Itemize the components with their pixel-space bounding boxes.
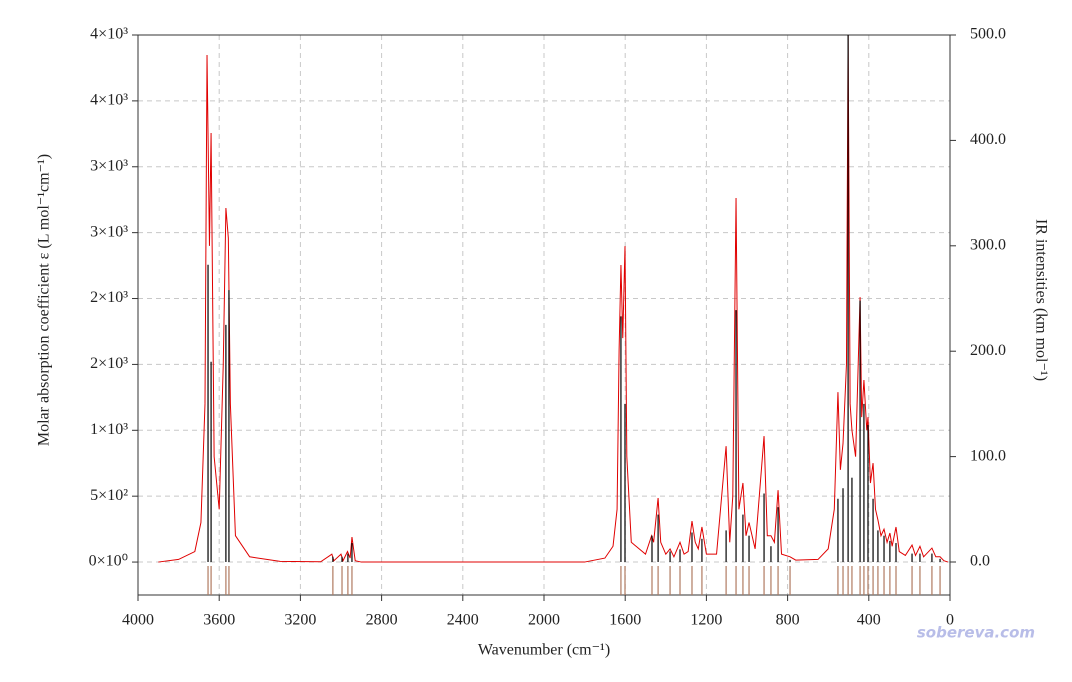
x-tick-label: 3600 (203, 612, 235, 629)
x-tick-label: 0 (946, 612, 954, 629)
y2-tick-label: 0.0 (970, 553, 990, 570)
x-tick-label: 4000 (122, 612, 154, 629)
watermark: sobereva.com (917, 624, 1035, 642)
y-tick-label: 2×10³ (90, 289, 128, 306)
y2-tick-label: 100.0 (970, 447, 1006, 464)
x-tick-label: 2400 (447, 612, 479, 629)
x-axis-label: Wavenumber (cm⁻¹) (478, 642, 610, 659)
y-tick-label: 3×10³ (90, 223, 128, 240)
y2-axis-label: IR intensities (km mol⁻¹) (1032, 219, 1049, 381)
x-tick-label: 3200 (284, 612, 316, 629)
spectrum-line (158, 34, 949, 563)
x-tick-label: 2800 (366, 612, 398, 629)
y-tick-label: 1×10³ (90, 421, 128, 438)
y-tick-label: 4×10³ (90, 26, 128, 43)
x-tick-label: 800 (776, 612, 800, 629)
x-tick-label: 400 (857, 612, 881, 629)
y-axis-label: Molar absorption coefficient ε (L mol⁻¹c… (36, 154, 53, 446)
x-tick-label: 2000 (528, 612, 560, 629)
plot-frame (137, 34, 951, 596)
y-tick-label: 2×10³ (90, 355, 128, 372)
y2-tick-label: 200.0 (970, 342, 1006, 359)
y-tick-label: 0×10⁰ (89, 553, 128, 570)
y2-tick-label: 400.0 (970, 131, 1006, 148)
y-tick-label: 3×10³ (90, 157, 128, 174)
y2-tick-label: 300.0 (970, 236, 1006, 253)
y-tick-label: 4×10³ (90, 92, 128, 109)
y-tick-label: 5×10² (90, 487, 128, 504)
y2-tick-label: 500.0 (970, 26, 1006, 43)
x-tick-label: 1600 (609, 612, 641, 629)
x-tick-label: 1200 (690, 612, 722, 629)
